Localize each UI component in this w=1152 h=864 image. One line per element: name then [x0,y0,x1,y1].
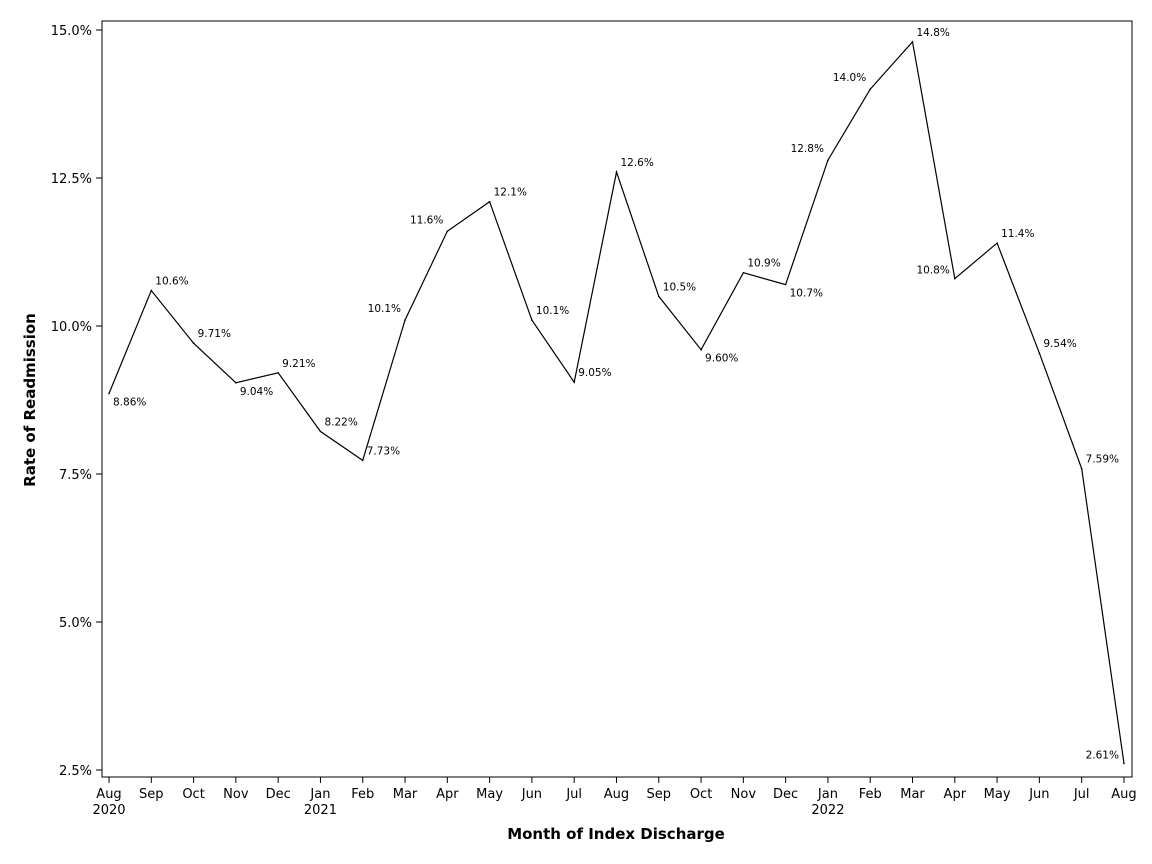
data-label: 9.54% [1043,338,1076,350]
data-label: 10.1% [368,303,401,315]
data-point [742,271,745,274]
x-tick-label: Nov [223,787,249,802]
data-label: 10.9% [747,258,780,270]
plot-frame [101,20,1133,778]
data-label: 9.05% [578,367,611,379]
x-tick-label: Jan [309,787,330,802]
x-tick-label: Jul [565,787,582,802]
x-year-label: 2021 [304,803,337,818]
data-point [996,242,998,244]
data-point [192,342,195,344]
y-tick-label: 5.0% [59,616,92,631]
data-point [108,392,110,395]
data-point [319,430,322,433]
data-label: 8.86% [113,396,146,408]
data-point [277,371,279,374]
y-tick-label: 12.5% [51,172,92,187]
data-label: 10.7% [790,288,823,300]
x-tick-label: May [476,787,503,802]
data-label: 14.0% [833,72,866,84]
x-tick-label: Apr [944,787,967,802]
data-label: 12.8% [791,143,824,155]
data-point [869,88,872,90]
data-point [404,319,406,321]
data-point [531,319,533,321]
data-label: 11.4% [1001,228,1034,240]
x-tick-label: May [984,787,1011,802]
data-point [1038,352,1041,355]
data-label: 12.1% [494,187,527,199]
x-tick-label: Jun [1028,787,1049,802]
x-tick-label: Nov [731,787,757,802]
data-point [488,200,491,203]
data-point [657,295,660,298]
data-label: 9.21% [282,358,315,370]
x-tick-label: Mar [393,787,418,802]
y-tick-label: 2.5% [59,764,92,779]
x-year-label: 2022 [811,803,844,818]
x-year-label: 2020 [92,803,125,818]
data-label: 10.1% [536,305,569,317]
data-label: 9.60% [705,353,738,365]
x-tick-label: Sep [139,787,164,802]
y-axis-title: Rate of Readmission [21,313,39,487]
x-tick-label: Sep [647,787,672,802]
x-tick-label: Oct [182,787,204,802]
data-label: 14.8% [917,27,950,39]
x-tick-label: Jan [817,787,838,802]
y-axis: 2.5% 5.0% 7.5% 10.0% 12.5% 15.0% [51,24,102,779]
y-tick-label: 7.5% [59,468,92,483]
data-label: 11.6% [410,214,443,226]
y-tick-label: 10.0% [51,320,92,335]
x-tick-label: Aug [96,787,121,802]
data-point [784,283,787,286]
data-point [446,230,449,233]
x-tick-label: Aug [604,787,629,802]
x-tick-label: Jun [521,787,542,802]
x-tick-label: Mar [900,787,925,802]
data-point [1080,467,1083,470]
x-tick-label: Aug [1111,787,1136,802]
data-label: 9.04% [240,386,273,398]
data-label: 8.22% [324,416,357,428]
data-point [573,381,575,384]
data-point [361,459,364,462]
data-label: 7.73% [367,445,400,457]
x-tick-label: Oct [690,787,712,802]
x-tick-label: Dec [773,787,798,802]
data-point [911,41,914,43]
data-label: 10.6% [155,275,188,287]
x-tick-label: Apr [436,787,459,802]
data-label: 10.5% [663,281,696,293]
data-label: 2.61% [1086,749,1119,761]
x-tick-label: Jul [1073,787,1090,802]
data-label: 7.59% [1086,454,1119,466]
data-point [827,159,829,162]
series-readmission-rate [108,40,1125,765]
data-label: 12.6% [620,157,653,169]
data-point [700,348,702,351]
data-point [235,382,237,384]
x-tick-label: Feb [351,787,374,802]
x-tick-label: Dec [266,787,291,802]
data-point [150,289,153,292]
data-point [954,277,956,280]
x-tick-label: Feb [859,787,882,802]
data-labels: 8.86% 10.6% 9.71% 9.04% 9.21% 8.22% 7.73% 10.1%… [113,27,1119,762]
data-point [615,171,618,173]
x-axis-title: Month of Index Discharge [507,825,725,843]
y-tick-label: 15.0% [51,24,92,39]
data-point [1123,762,1125,765]
data-label: 9.71% [198,328,231,340]
data-label: 10.8% [916,265,949,277]
